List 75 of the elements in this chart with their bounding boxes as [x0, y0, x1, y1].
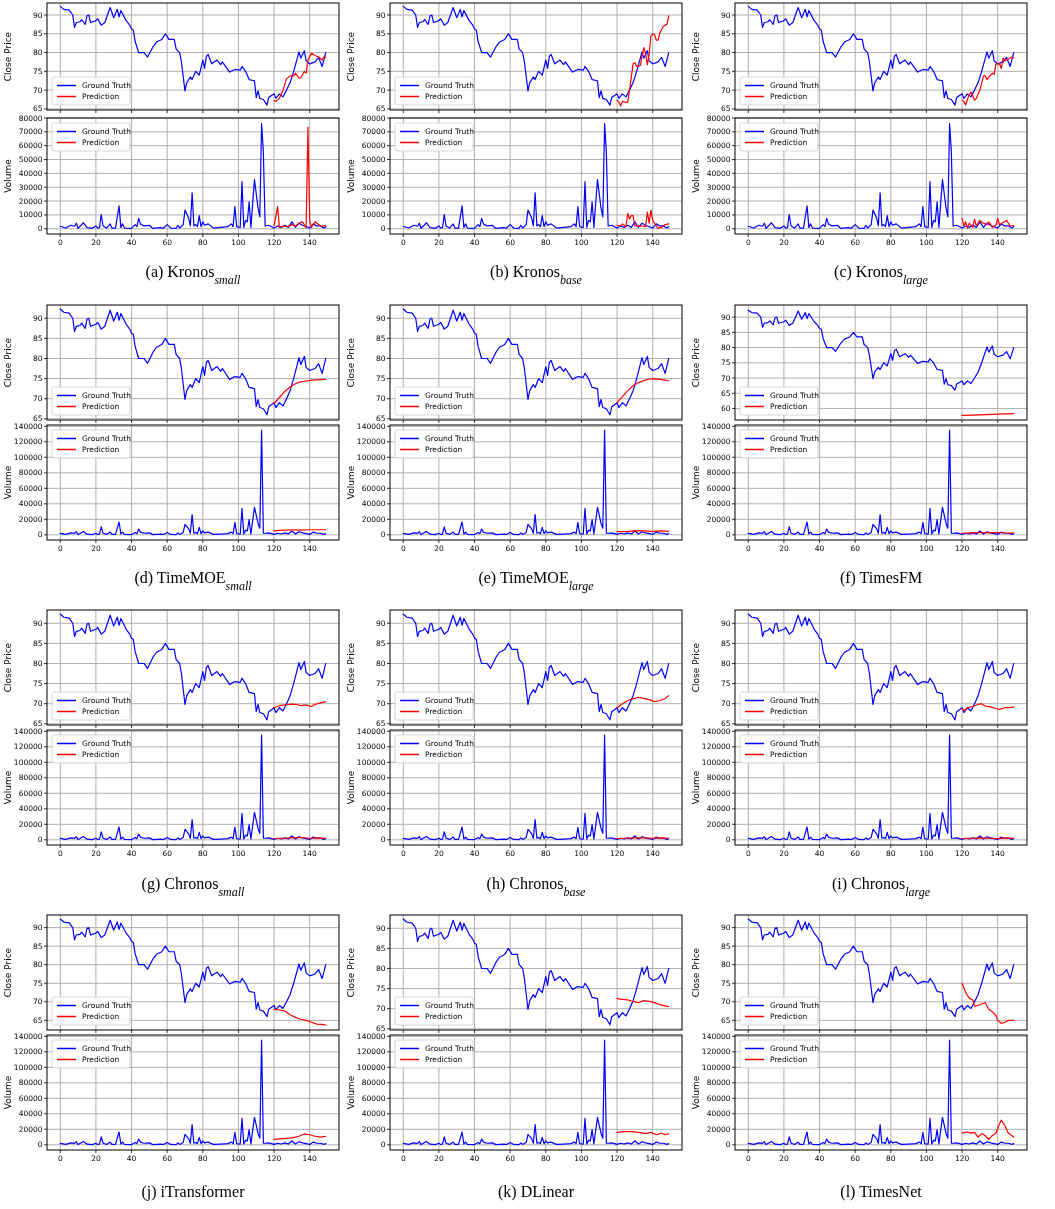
y-axis-title: Volume: [346, 158, 356, 193]
y-axis-title: Close Price: [3, 947, 13, 998]
line-series: [961, 982, 1015, 1024]
line-series: [59, 734, 327, 841]
line-series: [616, 209, 670, 229]
line-series: [961, 1119, 1015, 1140]
line-series: [747, 309, 1015, 391]
line-series: [747, 1039, 1015, 1146]
y-axis-title: Volume: [346, 1075, 356, 1110]
text: (e) TimeMOE$_{large}$: [478, 569, 595, 593]
y-axis-title: Close Price: [346, 337, 356, 388]
line-series: [402, 734, 670, 841]
text: (a) Kronos$_{small}$: [145, 263, 242, 287]
line-series: [273, 701, 327, 709]
text: (k) DLinear: [498, 1183, 575, 1201]
line-series: [59, 429, 327, 536]
line-series: [273, 126, 327, 229]
y-axis-title: Volume: [346, 770, 356, 805]
y-axis-title: Volume: [691, 1075, 701, 1110]
line-series: [59, 308, 327, 416]
line-series: [273, 378, 327, 405]
y-axis-title: Volume: [3, 158, 13, 193]
y-axis-title: Close Price: [346, 31, 356, 82]
y-axis-title: Close Price: [691, 337, 701, 388]
text: (c) Kronos$_{large}$: [834, 263, 929, 287]
text: (h) Chronos$_{base}$: [486, 875, 587, 899]
line-series: [402, 308, 670, 416]
y-axis-title: Close Price: [346, 947, 356, 998]
line-series: [59, 613, 327, 721]
text: (g) Chronos$_{small}$: [141, 875, 246, 899]
line-series: [747, 918, 1015, 1018]
y-axis-title: Close Price: [3, 31, 13, 82]
line-series: [961, 56, 1015, 106]
y-axis-title: Close Price: [3, 337, 13, 388]
text: (l) TimesNet: [840, 1183, 923, 1201]
line-series: [961, 703, 1015, 712]
line-series: [402, 1039, 670, 1146]
line-series: [273, 1008, 327, 1026]
line-series: [402, 918, 670, 1026]
line-series: [961, 217, 1015, 229]
text: (d) TimeMOE$_{small}$: [134, 569, 253, 593]
y-axis-title: Close Price: [346, 642, 356, 693]
line-series: [59, 122, 327, 230]
y-axis-title: Volume: [3, 1075, 13, 1110]
y-axis-title: Close Price: [691, 947, 701, 998]
y-axis-title: Volume: [346, 465, 356, 500]
text: (b) Kronos$_{base}$: [490, 263, 583, 287]
line-series: [402, 429, 670, 536]
line-series: [747, 5, 1015, 106]
line-series: [402, 122, 670, 230]
text: (i) Chronos$_{large}$: [831, 875, 931, 899]
line-series: [59, 918, 327, 1018]
line-series: [59, 5, 327, 106]
line-series: [616, 998, 670, 1008]
y-axis-title: Volume: [691, 770, 701, 805]
line-series: [616, 377, 670, 404]
y-axis-title: Volume: [3, 465, 13, 500]
line-series: [402, 613, 670, 721]
y-axis-title: Close Price: [3, 642, 13, 693]
line-series: [747, 734, 1015, 841]
y-axis-title: Volume: [691, 158, 701, 193]
text: (f) TimesFM: [839, 569, 923, 587]
line-series: [616, 695, 670, 709]
y-axis-title: Close Price: [691, 31, 701, 82]
line-series: [273, 52, 327, 102]
line-series: [59, 1039, 327, 1146]
line-series: [747, 613, 1015, 721]
y-axis-title: Volume: [3, 770, 13, 805]
y-axis-title: Volume: [691, 465, 701, 500]
line-series: [402, 5, 670, 106]
y-axis-title: Close Price: [691, 642, 701, 693]
line-series: [616, 15, 670, 107]
text: (j) iTransformer: [141, 1183, 246, 1201]
line-series: [747, 122, 1015, 230]
line-series: [747, 429, 1015, 536]
